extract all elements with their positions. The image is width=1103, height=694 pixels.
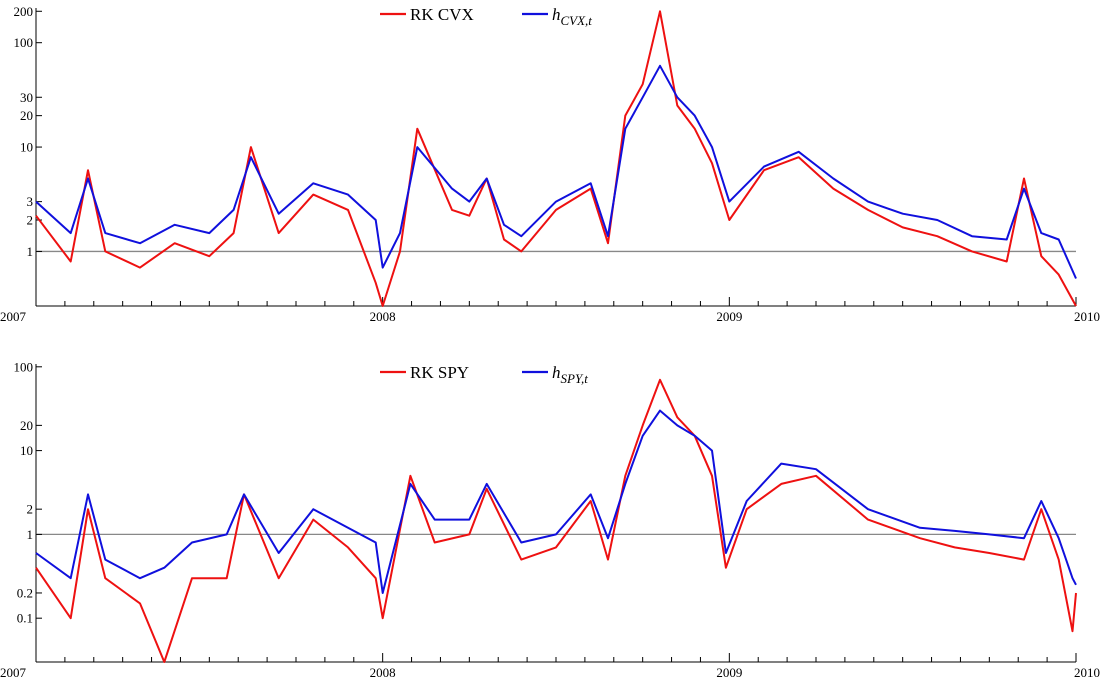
spy-chart-panel: 2007 2008 2009 2010 0.1 0.2 1 2 10 20 100 RK SPY hSP… <box>0 359 1100 680</box>
y-tick-label: 30 <box>20 90 33 105</box>
legend: RK CVX hCVX,t <box>380 5 592 28</box>
y-tick-label: 100 <box>14 35 34 50</box>
y-tick-label: 3 <box>27 194 34 209</box>
legend-label: hSPY,t <box>552 363 588 386</box>
x-tick-label: 2007 <box>0 309 27 324</box>
series-line-h <box>35 64 1077 279</box>
y-tick-label: 20 <box>20 108 33 123</box>
x-tick-label: 2009 <box>716 309 742 324</box>
y-tick-label: 20 <box>20 418 33 433</box>
y-tick-label: 2 <box>27 502 34 517</box>
legend-label: hCVX,t <box>552 5 592 28</box>
x-tick-label: 2010 <box>1074 309 1100 324</box>
x-tick-label: 2008 <box>370 309 396 324</box>
x-tick-label: 2009 <box>716 665 742 680</box>
legend: RK SPY hSPY,t <box>380 363 588 386</box>
x-tick-label: 2010 <box>1074 665 1100 680</box>
series-line-rk <box>35 10 1077 307</box>
y-tick-label: 10 <box>20 443 33 458</box>
y-tick-label: 1 <box>27 527 34 542</box>
series-line-h <box>35 409 1077 594</box>
legend-label: RK CVX <box>410 5 474 24</box>
series-line-rk <box>35 378 1077 663</box>
x-tick-label: 2007 <box>0 665 27 680</box>
x-tick-label: 2008 <box>370 665 396 680</box>
y-tick-label: 10 <box>20 140 33 155</box>
cvx-chart-panel: 2007 2008 2009 2010 1 2 3 10 20 30 100 200 RK CVX hCV… <box>0 4 1100 324</box>
y-tick-label: 0.2 <box>17 585 33 600</box>
y-tick-label: 1 <box>27 244 34 259</box>
y-tick-label: 200 <box>14 4 34 19</box>
legend-label: RK SPY <box>410 363 469 382</box>
y-tick-label: 2 <box>27 213 34 228</box>
y-tick-label: 100 <box>14 359 34 374</box>
y-tick-label: 0.1 <box>17 611 33 626</box>
